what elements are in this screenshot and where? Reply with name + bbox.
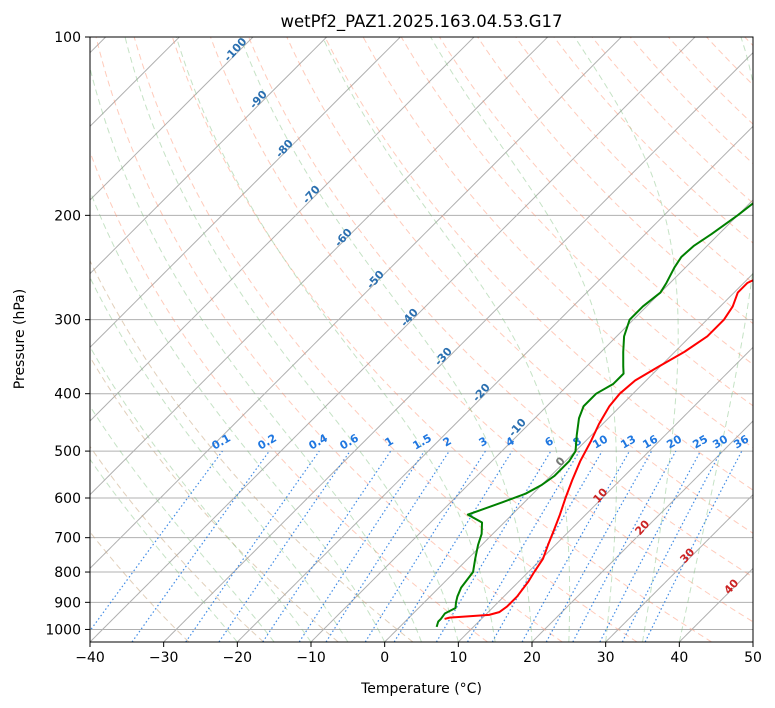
y-tick-label: 100	[54, 30, 81, 46]
mixing-ratio-line	[644, 450, 743, 642]
isotherm-line	[752, 641, 753, 642]
y-tick-label: 800	[54, 565, 81, 581]
dry-adiabat-line	[90, 445, 264, 642]
dry-adiabat-line	[324, 37, 753, 491]
x-tick-label: −20	[223, 650, 253, 666]
isotherm-line	[90, 37, 622, 570]
y-tick-label: 500	[54, 444, 81, 460]
mixing-ratio-line	[90, 450, 223, 632]
moist-adiabat-line	[124, 37, 459, 642]
dry-adiabat-line	[133, 37, 638, 642]
plot-background	[90, 37, 753, 642]
moist-adiabat-line	[175, 37, 496, 642]
moist-adiabat-line	[678, 37, 753, 642]
isotherm-line	[236, 125, 753, 642]
isotherm-line	[90, 37, 549, 496]
moist-adiabat-line	[90, 66, 422, 642]
mixing-ratio-line	[185, 450, 320, 642]
dry-adiabat-line	[248, 37, 753, 578]
dry-adiabat-line	[286, 37, 753, 534]
isotherm-line	[678, 567, 753, 642]
isotherm-line	[531, 420, 753, 642]
x-axis-label: Temperature (°C)	[360, 681, 482, 697]
x-tick-label: 0	[380, 650, 389, 666]
y-axis-label: Pressure (hPa)	[12, 289, 28, 389]
y-tick-label: 1000	[45, 622, 81, 638]
y-tick-label: 600	[54, 491, 81, 507]
isotherm-line	[457, 346, 753, 642]
moist-adiabat-line	[90, 345, 312, 642]
isobar-grid	[90, 37, 753, 630]
mixing-ratio-line	[298, 450, 425, 642]
mixing-ratio-line	[131, 450, 270, 642]
dry-adiabat-line	[90, 356, 339, 642]
isotherm-grid	[90, 37, 753, 642]
x-tick-label: −10	[296, 650, 326, 666]
mixing-ratio-line	[325, 450, 450, 642]
y-tick-label: 200	[54, 208, 81, 224]
y-tick-label: 400	[54, 387, 81, 403]
moist-adiabat-line	[90, 405, 275, 642]
dry-adiabat-line	[95, 37, 563, 642]
y-tick-label: 700	[54, 531, 81, 547]
isotherm-line	[310, 199, 753, 642]
moist-adiabats	[90, 37, 753, 642]
mixing-ratio-line	[262, 450, 392, 642]
moist-adiabat-line	[239, 37, 533, 642]
mixing-ratio-line	[545, 450, 653, 642]
mixing-ratio-line	[393, 450, 513, 642]
y-axis-ticks: 100 200 300 400 500 600 700 800 900 1000	[45, 30, 90, 638]
isotherm-line	[90, 37, 401, 349]
isotherm-line	[605, 493, 753, 642]
dry-adiabat-line	[90, 259, 414, 642]
mixing-ratio-line	[218, 450, 351, 642]
moist-adiabat-line	[574, 37, 679, 642]
x-axis-ticks: −40 −30 −20 −10 0 10 20 30 40 50	[75, 642, 762, 666]
x-tick-label: 10	[449, 650, 467, 666]
moist-adiabat-line	[322, 37, 571, 642]
moist-adiabat-line	[90, 189, 386, 642]
mixing-ratio-line	[521, 450, 631, 642]
y-tick-label: 300	[54, 313, 81, 329]
mixing-ratio-line	[572, 450, 677, 642]
plot-frame	[89, 36, 754, 643]
mixing-ratio-lines	[90, 450, 743, 642]
x-tick-label: 20	[523, 650, 541, 666]
isotherm-line	[90, 37, 475, 422]
x-tick-label: −40	[75, 650, 105, 666]
moist-adiabat-line	[90, 458, 238, 642]
moist-adiabat-line	[90, 276, 349, 642]
temperature-profile	[444, 279, 753, 620]
isotherm-line	[90, 37, 696, 642]
moist-adiabat-line	[430, 37, 618, 642]
sounding-profiles	[435, 202, 753, 628]
x-tick-label: 50	[744, 650, 762, 666]
chart-title: wetPf2_PAZ1.2025.163.04.53.G17	[280, 12, 562, 32]
x-tick-label: −30	[149, 650, 179, 666]
x-tick-label: 40	[670, 650, 688, 666]
x-tick-label: 30	[597, 650, 615, 666]
isotherm-line	[163, 51, 753, 642]
dry-adiabat-line	[210, 37, 753, 623]
dry-adiabat-line	[171, 37, 712, 642]
dewpoint-profile	[435, 202, 753, 628]
y-tick-label: 900	[54, 595, 81, 611]
